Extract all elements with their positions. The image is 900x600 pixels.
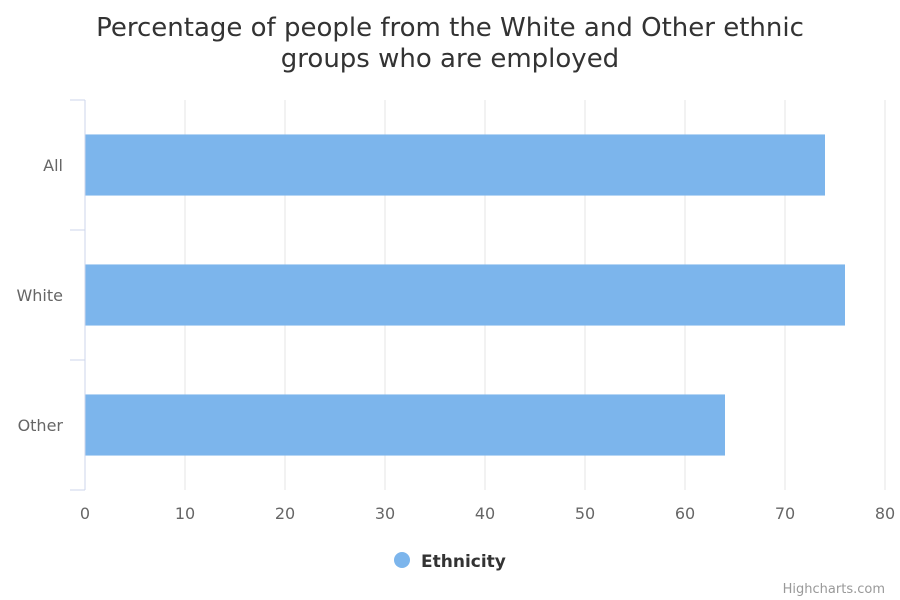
bar-other[interactable] (85, 394, 726, 456)
value-tick-label: 50 (575, 504, 595, 523)
value-tick-label: 80 (875, 504, 895, 523)
category-label: Other (18, 416, 64, 435)
category-axis (70, 99, 86, 491)
category-axis-labels: All White Other (16, 156, 63, 435)
legend[interactable]: Ethnicity (394, 552, 506, 572)
value-tick-label: 10 (175, 504, 195, 523)
value-tick-label: 40 (475, 504, 495, 523)
bar-white[interactable] (85, 264, 846, 326)
value-tick-label: 70 (775, 504, 795, 523)
legend-item-ethnicity[interactable]: Ethnicity (421, 552, 506, 572)
value-tick-label: 0 (80, 504, 90, 523)
bars (85, 134, 846, 456)
credits-link[interactable]: Highcharts.com (783, 582, 885, 597)
chart-title-line-1: Percentage of people from the White and … (96, 13, 804, 43)
bar-all[interactable] (85, 134, 826, 196)
category-label: All (43, 156, 63, 175)
chart-title-line-2: groups who are employed (281, 44, 619, 74)
category-label: White (16, 286, 63, 305)
value-tick-label: 30 (375, 504, 395, 523)
value-axis-labels: 0 10 20 30 40 50 60 70 80 (80, 504, 895, 523)
value-tick-label: 60 (675, 504, 695, 523)
legend-marker-icon[interactable] (394, 552, 410, 568)
value-tick-label: 20 (275, 504, 295, 523)
